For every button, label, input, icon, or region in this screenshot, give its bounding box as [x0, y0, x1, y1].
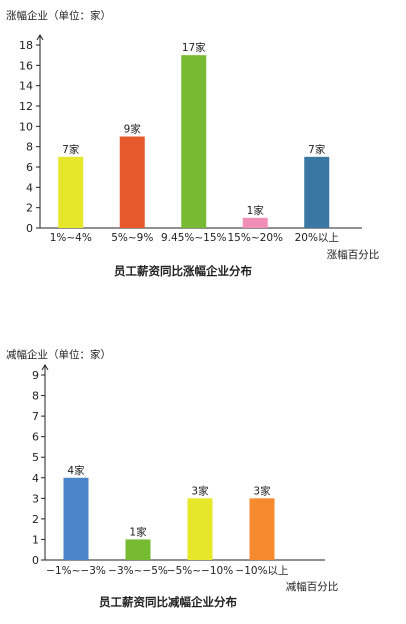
y-tick-label: 0: [26, 222, 33, 235]
data-label: 3家: [191, 484, 209, 497]
chart-title: 员工薪资同比涨幅企业分布: [114, 264, 252, 278]
category-labels: −1%~−3% −3%~−5%−5%~−10% −10%以上: [46, 565, 288, 577]
y-tick-label: 0: [32, 554, 39, 567]
decrease-chart: 减幅企业（单位：家） 0 1 2 3 4 5 6 7 8 9 4家 1家 3家 3家 −1%~−3% −3…: [6, 348, 338, 609]
y-tick-label: 3: [32, 492, 39, 505]
y-tick-label: 8: [26, 141, 33, 154]
category-label: 5%~9%: [111, 232, 153, 244]
data-label: 17家: [182, 41, 206, 54]
category-label: 9.45%~15%: [161, 232, 227, 244]
y-tick-label: 7: [32, 410, 39, 423]
bar: [242, 217, 268, 228]
y-ticks: 0 1 2 3 4 5 6 7 8 9: [32, 369, 45, 567]
y-tick-label: 1: [32, 533, 39, 546]
y-axis-label: 减幅企业（单位：家）: [6, 348, 111, 361]
bar: [125, 539, 151, 560]
x-axis-label: 涨幅百分比: [327, 248, 380, 261]
y-tick-label: 10: [19, 120, 33, 133]
y-tick-label: 4: [32, 472, 39, 485]
category-label: −10%以上: [235, 565, 288, 577]
data-label: 9家: [124, 123, 142, 136]
chart-axes: [41, 364, 325, 561]
data-label: 1家: [247, 204, 265, 217]
data-label: 3家: [253, 484, 271, 497]
y-tick-label: 2: [32, 513, 39, 526]
bar: [249, 498, 275, 560]
y-tick-label: 14: [19, 80, 33, 93]
bar: [119, 136, 145, 228]
bar: [181, 55, 207, 228]
y-tick-label: 4: [26, 181, 33, 194]
data-label: 1家: [129, 525, 147, 538]
y-tick-label: 2: [26, 202, 33, 215]
data-label: 7家: [62, 143, 80, 156]
category-label: −5%~−10%: [167, 565, 233, 577]
bars: 7家 9家 17家 1家 7家: [58, 41, 330, 228]
y-tick-label: 8: [32, 390, 39, 403]
data-label: 4家: [67, 464, 85, 477]
bars: 4家 1家 3家 3家: [63, 464, 275, 560]
category-label: 1%~4%: [50, 232, 92, 244]
category-labels: 1%~4% 5%~9% 9.45%~15% 15%~20% 20%以上: [50, 232, 339, 244]
category-label: −1%~−3%: [46, 565, 106, 577]
y-ticks: 0 2 4 6 8 10 12 14 16 18: [19, 39, 40, 235]
y-tick-label: 16: [19, 59, 33, 72]
data-label: 7家: [308, 143, 326, 156]
category-label: −3%~−5%: [108, 565, 168, 577]
y-tick-label: 12: [19, 100, 33, 113]
y-tick-label: 9: [32, 369, 39, 382]
category-label: 20%以上: [295, 232, 339, 244]
bar: [58, 156, 84, 228]
bar: [187, 498, 213, 560]
category-label: 15%~20%: [228, 232, 283, 244]
y-tick-label: 6: [32, 431, 39, 444]
y-axis-label: 涨幅企业（单位：家）: [6, 9, 111, 22]
increase-chart: 涨幅企业（单位：家） 0 2 4 6 8 10 12 14 16 18 7家 9家 17家 1家 7家 1…: [6, 9, 379, 278]
bar: [63, 477, 89, 560]
y-tick-label: 5: [32, 451, 39, 464]
bar: [304, 156, 330, 228]
chart-title: 员工薪资同比减幅企业分布: [99, 595, 237, 609]
y-tick-label: 6: [26, 161, 33, 174]
x-axis-label: 减幅百分比: [286, 580, 339, 593]
y-tick-label: 18: [19, 39, 33, 52]
